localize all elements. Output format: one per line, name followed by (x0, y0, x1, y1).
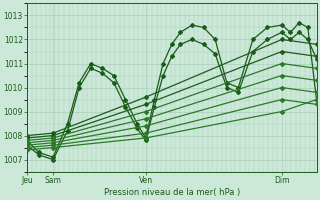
X-axis label: Pression niveau de la mer( hPa ): Pression niveau de la mer( hPa ) (104, 188, 240, 197)
